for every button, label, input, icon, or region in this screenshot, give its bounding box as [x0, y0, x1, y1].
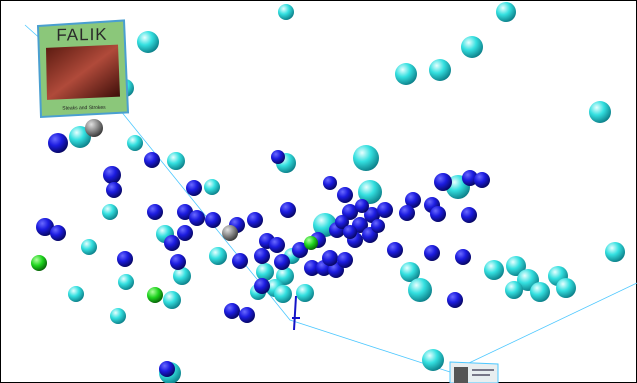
cyan-sphere [209, 247, 227, 265]
blue-sphere [434, 173, 452, 191]
blue-sphere [177, 225, 193, 241]
blue-sphere [254, 278, 270, 294]
cyan-sphere [127, 135, 143, 151]
blue-sphere [48, 133, 68, 153]
blue-sphere [147, 204, 163, 220]
blue-sphere [447, 292, 463, 308]
blue-sphere [239, 307, 255, 323]
blue-sphere [103, 166, 121, 184]
cyan-sphere [296, 284, 314, 302]
cyan-sphere [461, 36, 483, 58]
cyan-sphere [408, 278, 432, 302]
blue-sphere [170, 254, 186, 270]
cyan-sphere [395, 63, 417, 85]
blue-sphere [189, 210, 205, 226]
cyan-sphere [110, 308, 126, 324]
album-cover-small [450, 362, 498, 383]
blue-sphere [186, 180, 202, 196]
blue-sphere [164, 235, 180, 251]
cyan-sphere [173, 267, 191, 285]
blue-sphere [117, 251, 133, 267]
blue-sphere [159, 361, 175, 377]
cyan-sphere [530, 282, 550, 302]
green-sphere [147, 287, 163, 303]
scene-view: FALIK Steaks and Strokes [0, 0, 637, 383]
blue-sphere [371, 219, 385, 233]
blue-sphere [269, 237, 285, 253]
blue-sphere [274, 254, 290, 270]
cyan-sphere [137, 31, 159, 53]
cover-photo [454, 367, 468, 383]
blue-sphere [106, 182, 122, 198]
blue-sphere [247, 212, 263, 228]
cyan-sphere [204, 179, 220, 195]
blue-sphere [144, 152, 160, 168]
blue-sphere [424, 245, 440, 261]
cyan-sphere [256, 263, 274, 281]
blue-sphere [232, 253, 248, 269]
blue-sphere [337, 252, 353, 268]
blue-sphere [337, 187, 353, 203]
cyan-sphere [68, 286, 84, 302]
gray-sphere [222, 225, 238, 241]
blue-sphere [387, 242, 403, 258]
blue-sphere [455, 249, 471, 265]
blue-sphere [205, 212, 221, 228]
gray-sphere [85, 119, 103, 137]
page: FALIK Steaks and Strokes (() => { const … [0, 0, 637, 383]
blue-sphere [399, 205, 415, 221]
cyan-sphere [589, 101, 611, 123]
blue-sphere [377, 202, 393, 218]
album-cover: FALIK Steaks and Strokes [38, 20, 128, 117]
blue-sphere [280, 202, 296, 218]
cyan-sphere [556, 278, 576, 298]
cyan-sphere [278, 4, 294, 20]
green-sphere [304, 236, 318, 250]
cover-text-block [472, 374, 490, 376]
cyan-sphere [605, 242, 625, 262]
blue-sphere [323, 176, 337, 190]
blue-sphere [50, 225, 66, 241]
cyan-sphere [422, 349, 444, 371]
cyan-sphere [496, 2, 516, 22]
blue-sphere [322, 250, 338, 266]
cover-text-block [472, 369, 494, 371]
cyan-sphere [353, 145, 379, 171]
blue-sphere [430, 206, 446, 222]
blue-sphere [271, 150, 285, 164]
green-sphere [31, 255, 47, 271]
cyan-sphere [274, 285, 292, 303]
cyan-sphere [167, 152, 185, 170]
cyan-sphere [81, 239, 97, 255]
blue-sphere [355, 199, 369, 213]
album-title: FALIK [56, 25, 107, 45]
blue-sphere [474, 172, 490, 188]
blue-sphere [254, 248, 270, 264]
album-subtitle: Steaks and Strokes [62, 105, 106, 112]
blue-sphere [224, 303, 240, 319]
cyan-sphere [429, 59, 451, 81]
blue-sphere [343, 225, 357, 239]
blue-sphere [461, 207, 477, 223]
cyan-sphere [484, 260, 504, 280]
cyan-sphere [163, 291, 181, 309]
cyan-sphere [102, 204, 118, 220]
cyan-sphere [118, 274, 134, 290]
cyan-sphere [505, 281, 523, 299]
cover-photo [46, 45, 120, 100]
